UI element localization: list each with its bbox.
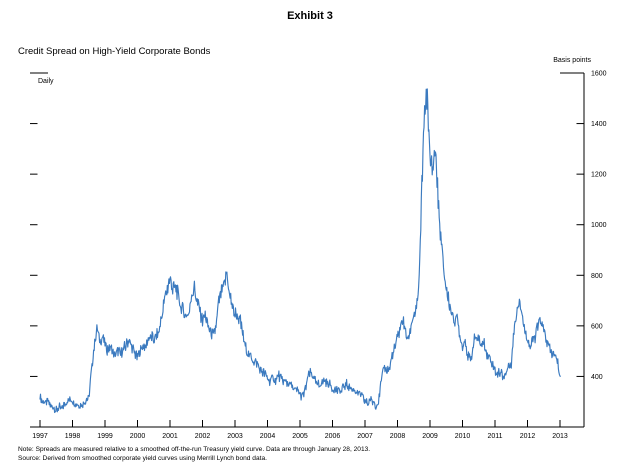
x-axis-tick-label: 2000 <box>130 433 146 440</box>
x-axis-tick-label: 2003 <box>227 433 243 440</box>
note-text: Note: Spreads are measured relative to a… <box>18 446 371 453</box>
credit-spread-series-line <box>39 88 561 414</box>
frequency-label: Daily <box>38 78 54 85</box>
x-axis-tick-label: 2005 <box>292 433 308 440</box>
x-axis-tick-label: 1997 <box>32 433 48 440</box>
y-axis-tick-label: 1200 <box>591 172 607 179</box>
x-axis-tick-label: 2010 <box>455 433 471 440</box>
y-axis-tick-label: 1400 <box>591 121 607 128</box>
y-axis-unit-label: Basis points <box>553 57 591 64</box>
x-axis-tick-label: 2009 <box>422 433 438 440</box>
exhibit-title: Exhibit 3 <box>287 10 333 22</box>
chart-title: Credit Spread on High-Yield Corporate Bo… <box>18 46 211 57</box>
x-axis-tick-label: 2002 <box>195 433 211 440</box>
chart-footnotes: Note: Spreads are measured relative to a… <box>18 446 370 464</box>
x-axis-tick-label: 2008 <box>390 433 406 440</box>
x-axis-tick-label: 2012 <box>520 433 536 440</box>
x-axis-tick-label: 2011 <box>487 433 502 440</box>
source-text: Source: Derived from smoothed corporate … <box>18 454 267 462</box>
y-axis-tick-label: 1600 <box>591 71 607 78</box>
x-axis-tick-label: 2013 <box>552 433 568 440</box>
y-axis-tick-label: 400 <box>591 374 603 381</box>
x-axis-tick-label: 2001 <box>162 433 178 440</box>
x-axis-tick-label: 2006 <box>325 433 341 440</box>
y-axis-tick-label: 600 <box>591 323 603 330</box>
y-axis-tick-label: 800 <box>591 273 603 280</box>
x-axis-tick-label: 1998 <box>65 433 81 440</box>
x-axis-tick-label: 2007 <box>357 433 373 440</box>
y-axis-tick-label: 1000 <box>591 222 607 229</box>
x-axis-tick-label: 2004 <box>260 433 276 440</box>
x-axis-tick-label: 1999 <box>97 433 113 440</box>
